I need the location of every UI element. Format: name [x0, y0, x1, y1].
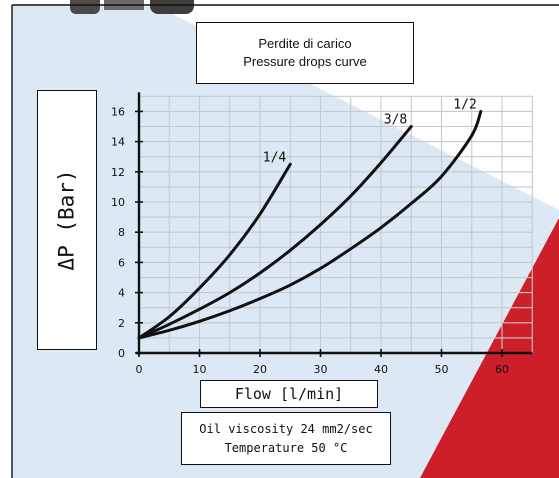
y-tick-label: 8: [118, 226, 125, 239]
y-tick-label: 10: [111, 196, 125, 209]
curves: [137, 109, 483, 340]
y-tick-label: 6: [118, 256, 125, 269]
x-tick-label: 60: [495, 363, 509, 376]
curve-label-1-2: 1/2: [453, 97, 476, 112]
chart-title-english: Pressure drops curve: [243, 54, 367, 69]
chart-title-box: Perdite di carico Pressure drops curve: [196, 22, 414, 84]
curve-1-2: [137, 109, 483, 340]
y-tick-label: 14: [111, 136, 125, 149]
y-axis-label-box: ΔP (Bar): [37, 90, 97, 350]
chart-title-italian: Perdite di carico: [258, 36, 352, 51]
x-axis-label-box: Flow [l/min]: [200, 380, 378, 408]
curve-3-8: [137, 125, 413, 340]
curve-1-4: [137, 162, 292, 340]
x-tick-label: 10: [193, 363, 207, 376]
conditions-note-box: Oil viscosity 24 mm2/sec Temperature 50 …: [181, 412, 391, 465]
x-tick-label: 20: [253, 363, 267, 376]
x-tick-label: 40: [374, 363, 388, 376]
oil-viscosity-note: Oil viscosity 24 mm2/sec: [199, 421, 373, 436]
curve-labels: 1/4 3/8 1/2: [263, 97, 477, 165]
x-tick-label: 0: [136, 363, 143, 376]
x-axis-label: Flow [l/min]: [234, 385, 344, 403]
y-tick-label: 16: [111, 105, 125, 118]
x-tick-label: 50: [435, 363, 449, 376]
tick-labels: 0 2 4 6 8 10 12 14 16 0 10 20 30 40 50 60: [111, 105, 509, 376]
y-tick-label: 0: [118, 347, 125, 360]
y-tick-label: 12: [111, 166, 125, 179]
temperature-note: Temperature 50 °C: [224, 440, 348, 455]
red-corner-accent: [420, 218, 559, 478]
y-tick-label: 4: [118, 287, 125, 300]
y-tick-label: 2: [118, 317, 125, 330]
y-axis-label: ΔP (Bar): [55, 169, 79, 271]
curve-label-3-8: 3/8: [384, 113, 407, 128]
axes: [135, 92, 533, 357]
x-tick-label: 30: [314, 363, 328, 376]
curve-label-1-4: 1/4: [263, 150, 287, 165]
background-wedge: [12, 5, 559, 478]
